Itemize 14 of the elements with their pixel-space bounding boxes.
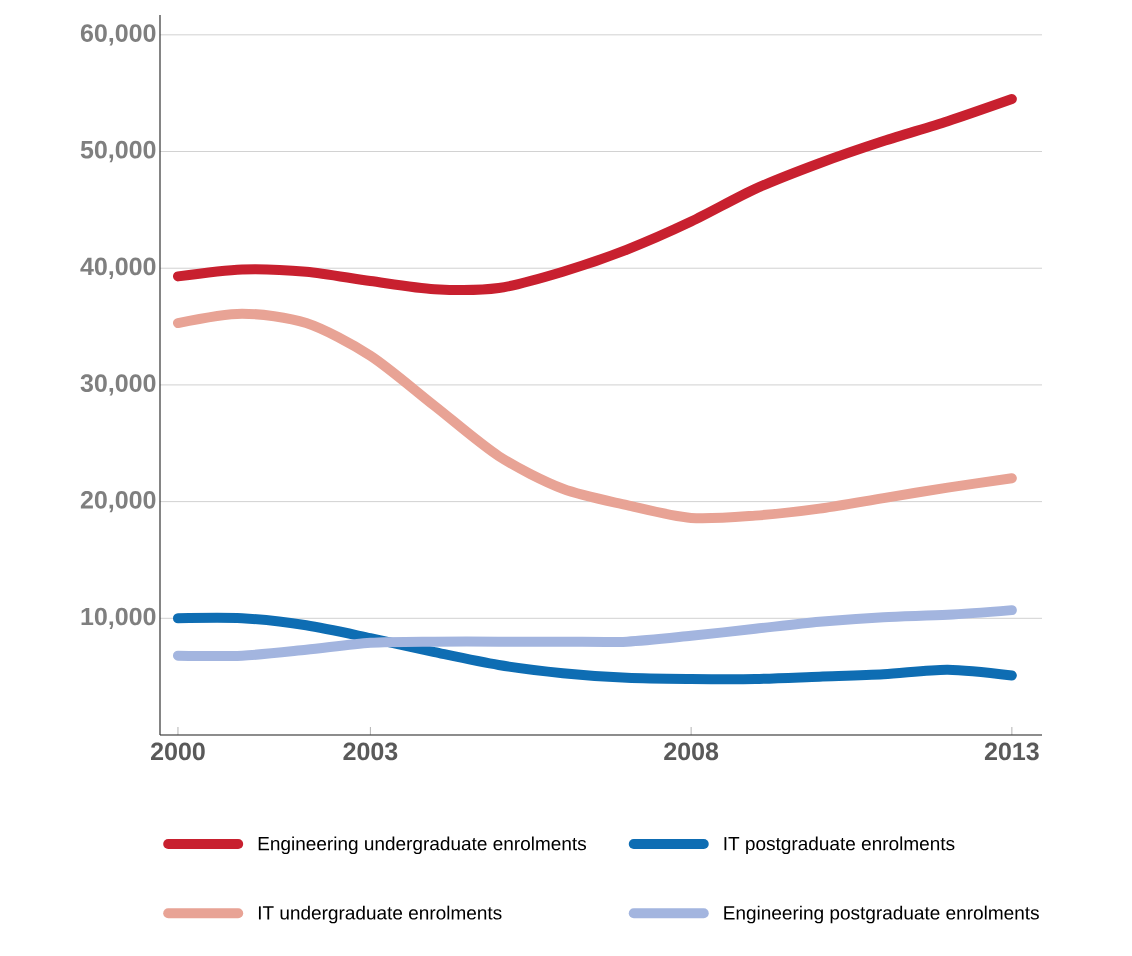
x-tick-label: 2003 — [343, 742, 398, 761]
legend-label: Engineering undergraduate enrolments — [258, 836, 586, 855]
y-tick-label: 40,000 — [80, 257, 156, 279]
y-tick-label: 10,000 — [81, 607, 156, 629]
legend-label: Engineering postgraduate enrolments — [724, 905, 1039, 924]
y-tick-label: 60,000 — [80, 24, 156, 46]
x-tick-label: 2000 — [151, 742, 205, 761]
y-tick-label: 50,000 — [80, 140, 156, 163]
legend-label: IT undergraduate enrolments — [258, 905, 502, 924]
y-tick-label: 20,000 — [80, 490, 156, 513]
y-tick-label: 30,000 — [80, 374, 156, 396]
x-tick-label: 2008 — [664, 742, 719, 761]
legend-label: IT postgraduate enrolments — [724, 836, 955, 855]
x-tick-label: 2013 — [984, 742, 1039, 761]
